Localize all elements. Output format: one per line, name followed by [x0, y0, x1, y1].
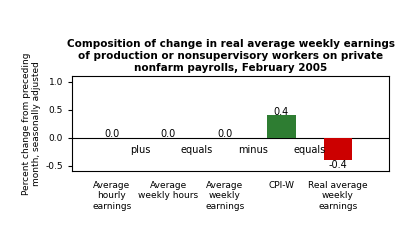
- Bar: [324, 138, 352, 160]
- Text: equals: equals: [180, 145, 213, 155]
- Bar: [267, 115, 296, 138]
- Text: -0.4: -0.4: [329, 160, 347, 170]
- Text: 0.0: 0.0: [217, 129, 233, 139]
- Text: equals: equals: [294, 145, 326, 155]
- Text: 0.0: 0.0: [161, 129, 176, 139]
- Title: Composition of change in real average weekly earnings
of production or nonsuperv: Composition of change in real average we…: [67, 40, 395, 73]
- Text: 0.4: 0.4: [274, 107, 289, 117]
- Text: 0.0: 0.0: [104, 129, 119, 139]
- Text: minus: minus: [238, 145, 268, 155]
- Y-axis label: Percent change from preceding
month, seasonally adjusted: Percent change from preceding month, sea…: [22, 53, 41, 195]
- Text: plus: plus: [130, 145, 150, 155]
